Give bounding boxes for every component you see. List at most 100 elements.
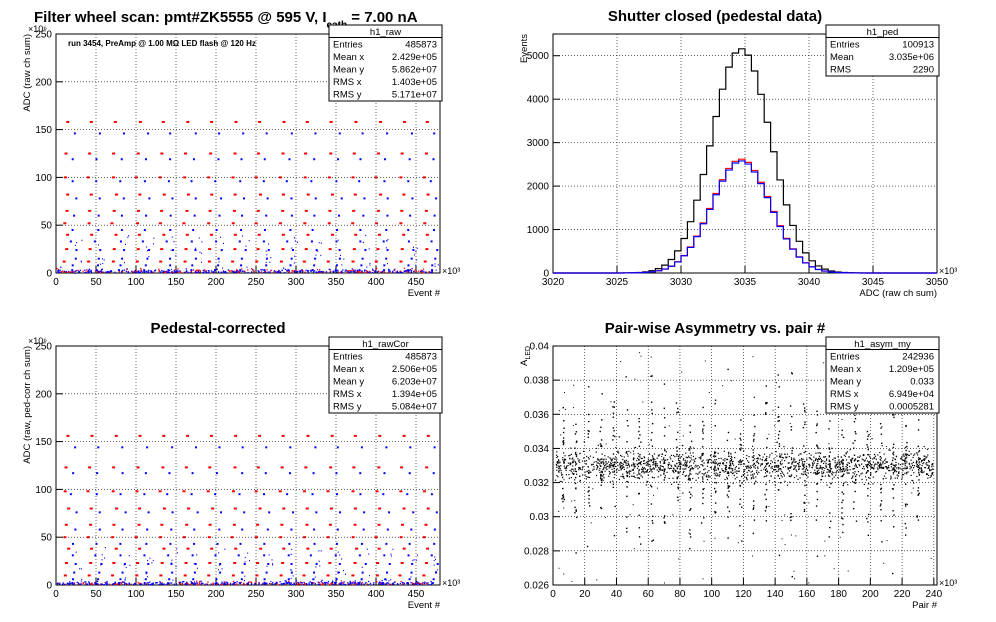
scatter-point-blue [431,264,434,267]
asym-point-outlier [563,391,565,393]
asym-point-outlier [558,410,560,412]
scatter-point-trail [193,581,195,583]
asym-point-band [910,474,912,477]
scatter-point-baseline [140,270,142,272]
scatter-point-baseline [107,270,109,273]
stats-row-value: 1.394e+05 [392,389,437,400]
asym-point-band [687,455,690,457]
asym-point-band [725,464,727,467]
asym-point-spike [815,519,818,521]
asym-point-band [914,453,916,455]
asym-point-band [675,470,677,472]
asym-point-band [659,462,661,464]
asym-point-band [633,465,635,467]
asym-point-band [633,467,635,469]
scatter-point-baseline [178,582,181,584]
asym-point-spike [752,507,755,509]
asym-point-band [634,477,636,479]
scatter-point-baseline [73,582,76,584]
asym-point-band [878,462,880,464]
asym-point-band [645,461,648,463]
scatter-point-baseline [207,581,209,583]
scatter-point-baseline [221,271,223,274]
asym-point-spike [587,429,589,432]
scatter-point-blue [190,493,193,496]
asym-point-band [902,470,904,472]
asym-point-band [760,465,762,467]
asym-point-band [763,453,766,455]
asym-point-spike [689,509,691,512]
asym-point-spike [649,484,652,487]
asym-point-band [569,454,571,456]
scatter-point-baseline [233,271,235,273]
scatter-point-trail [368,248,370,250]
scatter-point-blue [243,562,246,565]
scatter-point-blue [123,562,126,565]
asym-point-spike [676,467,679,470]
asym-point-band [832,459,834,461]
scatter-point-baseline [397,271,399,274]
asym-point-band [909,465,911,467]
asym-point-band [734,451,736,454]
scatter-point-baseline [106,583,108,585]
scatter-point-baseline [206,583,208,586]
scatter-point-baseline [175,583,178,585]
scatter-point-trail [317,250,319,252]
scatter-point-trail [434,558,436,561]
asym-point-spike [740,439,742,441]
asym-point-spike [790,466,792,468]
asym-point-band [855,466,857,468]
asym-point-band [636,464,639,466]
scatter-point-baseline [369,271,371,273]
asym-point-band [702,454,704,456]
asym-point-outlier [790,534,792,536]
asym-point-band [682,464,685,466]
scatter-point-trail [101,554,103,556]
asym-point-band [923,455,925,457]
asym-point-band [570,477,572,479]
asym-point-band [690,487,692,489]
asym-point-band [686,460,688,462]
scatter-point-baseline [133,270,135,273]
scatter-point-blue [71,554,74,557]
asym-point-band [926,473,928,475]
scatter-point-baseline [217,271,220,273]
y-tick-label: 150 [35,125,52,136]
y-axis-multiplier: ×10⁶ [28,336,47,346]
asym-point-band [616,471,618,473]
asym-point-spike [752,508,754,510]
scatter-point-red [114,193,118,196]
scatter-point-baseline [396,583,399,585]
scatter-point-baseline [169,269,171,272]
scatter-point-red [425,466,429,469]
asym-point-band [715,459,717,461]
scatter-point-red [329,466,333,469]
scatter-point-blue [410,528,413,531]
asym-point-band [734,469,736,471]
asym-point-band [695,473,697,475]
scatter-point-baseline [59,582,61,584]
asym-point-spike [816,445,818,447]
scatter-point-baseline [392,270,394,273]
asym-point-band [742,463,744,465]
asym-point-spike [664,426,666,429]
asym-point-band [825,465,827,467]
scatter-point-red [185,233,189,236]
asym-point-spike [562,496,565,498]
asym-point-spike [663,462,665,465]
stats-box [825,24,940,77]
asym-point-spike [600,506,602,509]
asym-point-band [599,465,601,467]
scatter-point-baseline [323,271,325,273]
stats-row-value: 100913 [902,40,934,51]
asym-point-spike [727,487,729,489]
asym-point-band [565,469,567,471]
asym-point-band [615,469,618,471]
scatter-point-blue [167,554,170,557]
scatter-point-baseline [205,270,207,272]
asym-point-spike [855,520,858,522]
asym-point-band [880,463,882,465]
x-tick-label: 3050 [926,277,949,288]
scatter-point-baseline [237,269,239,272]
